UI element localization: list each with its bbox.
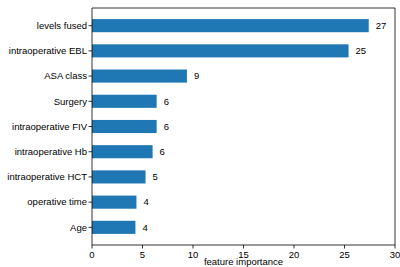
data-label: 6 <box>164 96 169 107</box>
bar <box>92 120 157 133</box>
data-label: 6 <box>164 121 169 132</box>
x-tick-label: 10 <box>188 249 199 260</box>
x-axis-label: feature importance <box>204 256 283 267</box>
data-label: 9 <box>194 70 199 81</box>
category-label: operative time <box>27 196 87 207</box>
y-tick <box>89 25 93 26</box>
bar <box>92 145 153 158</box>
y-tick <box>89 227 93 228</box>
bar <box>92 44 349 57</box>
x-tick-label: 25 <box>339 249 350 260</box>
category-label: intraoperative HCT <box>7 171 87 182</box>
data-label: 5 <box>153 171 158 182</box>
bar <box>92 70 187 83</box>
category-label: intraoperative Hb <box>15 146 87 157</box>
y-tick <box>89 76 93 77</box>
y-tick <box>89 126 93 127</box>
frame <box>92 8 395 245</box>
bar <box>92 19 369 32</box>
y-axis: levels fused intraoperative EBL ASA class S… <box>7 20 92 233</box>
y-tick <box>89 50 93 51</box>
chart-svg: 051015202530levels fusedintraoperative E… <box>0 0 400 267</box>
bars <box>92 19 369 234</box>
bar <box>92 221 135 234</box>
data-labels: 27 25 9 6 6 6 5 4 4 <box>142 20 386 233</box>
x-tick-label: 30 <box>390 249 400 260</box>
bar <box>92 196 136 209</box>
spine <box>92 8 395 9</box>
category-label: intraoperative FIV <box>12 121 88 132</box>
category-label: levels fused <box>37 20 87 31</box>
x-tick-label: 5 <box>140 249 145 260</box>
x-tick-label: 20 <box>289 249 300 260</box>
category-label: intraoperative EBL <box>9 45 87 56</box>
spine <box>395 8 396 245</box>
data-label: 27 <box>376 20 387 31</box>
y-tick <box>89 176 93 177</box>
category-label: Surgery <box>54 96 88 107</box>
data-label: 4 <box>143 196 148 207</box>
category-label: ASA class <box>44 70 87 81</box>
bar <box>92 95 157 108</box>
y-tick <box>89 202 93 203</box>
y-tick <box>89 151 93 152</box>
data-label: 25 <box>356 45 367 56</box>
data-label: 4 <box>142 222 147 233</box>
category-label: Age <box>70 222 87 233</box>
x-tick-label: 0 <box>89 249 94 260</box>
bar <box>92 170 146 183</box>
data-label: 6 <box>160 146 165 157</box>
chart: 051015202530levels fusedintraoperative E… <box>0 0 400 267</box>
y-tick <box>89 101 93 102</box>
